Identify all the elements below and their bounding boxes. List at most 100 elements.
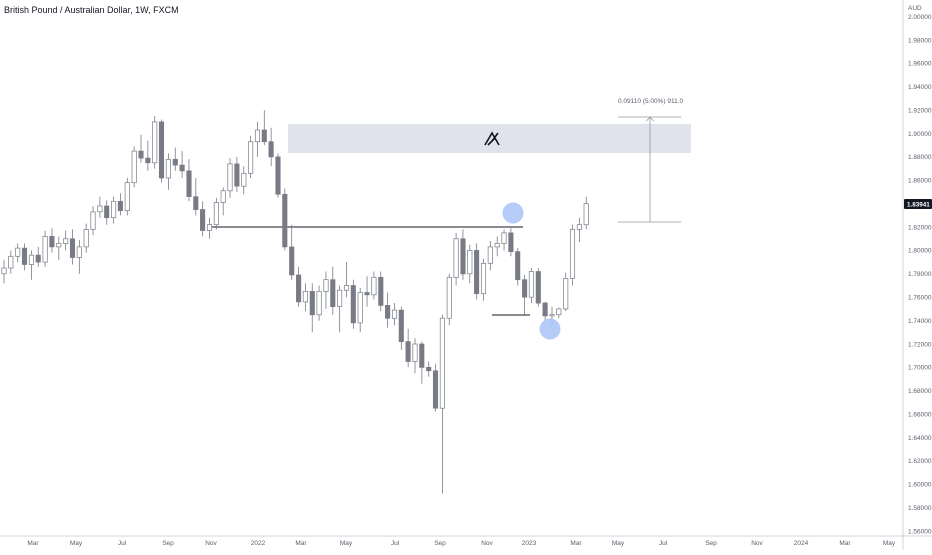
candle-body bbox=[90, 211, 96, 230]
candle-body bbox=[200, 209, 206, 231]
price-tick-label: 1.78000 bbox=[908, 271, 932, 278]
candle-body bbox=[357, 292, 363, 324]
candle-body bbox=[378, 276, 384, 306]
candle-body bbox=[234, 163, 240, 187]
candle-body bbox=[296, 274, 302, 303]
candle-body bbox=[248, 141, 254, 174]
time-tick-label: Nov bbox=[751, 540, 763, 547]
candle-body bbox=[398, 309, 404, 343]
candle-body bbox=[254, 129, 261, 143]
candle-body bbox=[220, 190, 226, 203]
candle-body bbox=[563, 278, 569, 310]
time-tick-label: 2024 bbox=[794, 540, 809, 547]
candle-body bbox=[330, 279, 336, 307]
candle-body bbox=[145, 157, 151, 164]
candle-body bbox=[193, 196, 199, 210]
candle-body bbox=[165, 158, 171, 179]
candle-body bbox=[158, 121, 165, 179]
candle-body bbox=[76, 246, 82, 258]
candle-body bbox=[569, 229, 576, 279]
time-tick-label: Mar bbox=[570, 540, 582, 547]
price-axis[interactable]: 2.00000 1.98000 1.96000 1.94000 1.92000 1.900… bbox=[908, 14, 932, 535]
candle-body bbox=[124, 182, 130, 212]
time-tick-label: Mar bbox=[27, 540, 39, 547]
candle-body bbox=[8, 255, 14, 269]
candle-body bbox=[323, 279, 329, 292]
price-tick-label: 1.70000 bbox=[908, 365, 932, 372]
price-tick-label: 2.00000 bbox=[908, 14, 932, 21]
candle-body bbox=[350, 285, 356, 324]
markers bbox=[502, 202, 561, 340]
price-tick-label: 1.74000 bbox=[908, 318, 932, 325]
candle-body bbox=[515, 251, 521, 281]
chart-title: British Pound / Australian Dollar, 1W, F… bbox=[4, 5, 179, 15]
price-tick-label: 1.92000 bbox=[908, 108, 932, 115]
candle-body bbox=[542, 302, 548, 317]
time-tick-label: May bbox=[612, 540, 625, 547]
candle-body bbox=[56, 243, 62, 248]
time-tick-label: Nov bbox=[205, 540, 217, 547]
candle-body bbox=[302, 291, 308, 303]
time-tick-label: Nov bbox=[481, 540, 493, 547]
price-tick-label: 1.58000 bbox=[908, 505, 932, 512]
candle-body bbox=[172, 158, 178, 166]
price-tick-label: 1.96000 bbox=[908, 61, 932, 68]
time-tick-label: 2023 bbox=[522, 540, 537, 547]
candle-body bbox=[309, 291, 315, 316]
candle-body bbox=[282, 193, 288, 248]
candle-body bbox=[69, 238, 76, 258]
candle-body bbox=[371, 276, 377, 296]
time-tick-label: Jul bbox=[391, 540, 400, 547]
highlight-circle-bottom bbox=[539, 318, 561, 340]
candle-body bbox=[21, 247, 28, 265]
price-tick-label: 1.88000 bbox=[908, 154, 932, 161]
candle-body bbox=[241, 172, 247, 187]
time-tick-label: Jul bbox=[118, 540, 127, 547]
price-tick-label: 1.72000 bbox=[908, 341, 932, 348]
price-tick-label: 1.62000 bbox=[908, 458, 932, 465]
price-tick-label: 1.98000 bbox=[908, 37, 932, 44]
price-tick-label: 1.66000 bbox=[908, 411, 932, 418]
candle-body bbox=[343, 285, 350, 291]
candle-body bbox=[549, 314, 555, 317]
candle-body bbox=[35, 254, 41, 263]
brand-logo-icon bbox=[484, 131, 500, 146]
candle-body bbox=[117, 200, 123, 212]
price-tick-label: 1.68000 bbox=[908, 388, 932, 395]
time-tick-label: Mar bbox=[295, 540, 307, 547]
candle-body bbox=[535, 271, 541, 304]
candle-body bbox=[337, 289, 343, 307]
candle-body bbox=[385, 305, 391, 319]
candle-body bbox=[446, 276, 452, 319]
candle-body bbox=[289, 246, 295, 276]
candle-body bbox=[104, 205, 110, 219]
brand-logo-icon bbox=[484, 131, 500, 146]
candle-body bbox=[186, 170, 192, 197]
candle-body bbox=[97, 205, 103, 213]
candle-body bbox=[501, 232, 507, 244]
candle-body bbox=[576, 224, 582, 230]
candle-body bbox=[227, 163, 233, 192]
time-tick-label: Sep bbox=[705, 540, 717, 547]
candle-body bbox=[213, 202, 219, 226]
candle-body bbox=[522, 279, 528, 298]
candle-body bbox=[453, 238, 459, 278]
candle-body bbox=[412, 343, 418, 362]
time-tick-label: Mar bbox=[839, 540, 851, 547]
time-tick-label: May bbox=[70, 540, 83, 547]
candle-body bbox=[391, 309, 398, 319]
candle-body bbox=[556, 308, 562, 316]
time-axis[interactable]: Mar May Jul Sep Nov 2022 Mar May Jul Sep Nov 2023 Ma… bbox=[27, 540, 895, 547]
currency-label: AUD bbox=[908, 5, 922, 12]
candle-body bbox=[138, 150, 144, 159]
candle-body bbox=[268, 141, 274, 158]
candle-body bbox=[364, 292, 370, 296]
price-tick-label: 1.56000 bbox=[908, 528, 932, 535]
candle-body bbox=[419, 343, 425, 368]
price-tick-label: 1.80000 bbox=[908, 248, 932, 255]
candle-body bbox=[460, 238, 466, 275]
candle-body bbox=[261, 129, 267, 143]
measure-label: 0.09110 (5.00%) 911.0 bbox=[618, 98, 684, 105]
